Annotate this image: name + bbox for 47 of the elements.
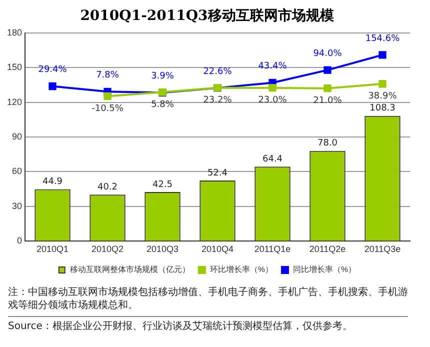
data-label: 23.0% (258, 96, 288, 106)
data-label: 44.9 (42, 177, 63, 188)
data-label: 52.4 (207, 168, 228, 178)
data-label: 22.6% (203, 66, 232, 77)
x-tick-label: 2010Q1 (36, 244, 69, 254)
y-tick-label: 90 (12, 131, 22, 142)
data-label: 23.2% (203, 96, 232, 106)
data-label: 64.4 (262, 154, 283, 164)
data-label: -10.5% (92, 104, 124, 114)
point (104, 92, 112, 100)
y-tick-label: 150 (6, 62, 22, 72)
point (378, 51, 386, 59)
x-tick-label: 2010Q2 (91, 244, 124, 254)
x-tick-label: 2011Q1e (254, 244, 291, 254)
point (268, 84, 276, 92)
data-label: 38.9% (368, 92, 398, 102)
data-label: 40.2 (97, 182, 118, 192)
data-label: 7.8% (96, 70, 120, 80)
x-tick-label: 2010Q3 (146, 244, 179, 254)
x-tick-label: 2011Q2e (309, 244, 346, 254)
data-label: 78.0 (317, 138, 338, 149)
point (48, 82, 56, 90)
x-tick-label: 2011Q3e (364, 244, 401, 254)
point (378, 80, 386, 88)
y-tick-label: 0 (17, 236, 22, 246)
data-label: 29.4% (38, 65, 68, 76)
data-label: 21.0% (313, 96, 342, 106)
x-tick-label: 2010Q4 (201, 244, 234, 254)
y-tick-label: 60 (12, 166, 22, 176)
data-label: 5.8% (151, 100, 174, 110)
data-label: 42.5 (152, 180, 173, 190)
legend-label: 环比增长率（%） (210, 265, 274, 274)
data-label: 43.4% (258, 62, 288, 72)
source-note: Source：根据企业公开财报、行业访谈及艾瑞统计预测模型估算，仅供参考。 (8, 316, 408, 333)
chart-title: 2010Q1-2011Q3移动互联网市场规模 (80, 7, 335, 24)
data-label: 154.6% (365, 34, 400, 44)
point (324, 66, 332, 74)
legend-label: 同比增长率（%） (293, 265, 356, 274)
y-tick-label: 30 (12, 200, 22, 211)
data-label: 3.9% (151, 71, 174, 82)
text: 注：中国移动互联网市场规模包括移动增值、手机电子商务、手机广告、手机搜索、手机游戏等细分领域市场规模总和。 (8, 286, 408, 312)
data-label: 94.0% (313, 48, 342, 59)
point (324, 84, 332, 92)
data-label: 108.3 (370, 104, 396, 114)
legend-label: 移动互联网整体市场规模（亿元） (70, 265, 190, 274)
y-tick-label: 120 (6, 96, 22, 107)
y-tick-label: 180 (6, 27, 22, 38)
